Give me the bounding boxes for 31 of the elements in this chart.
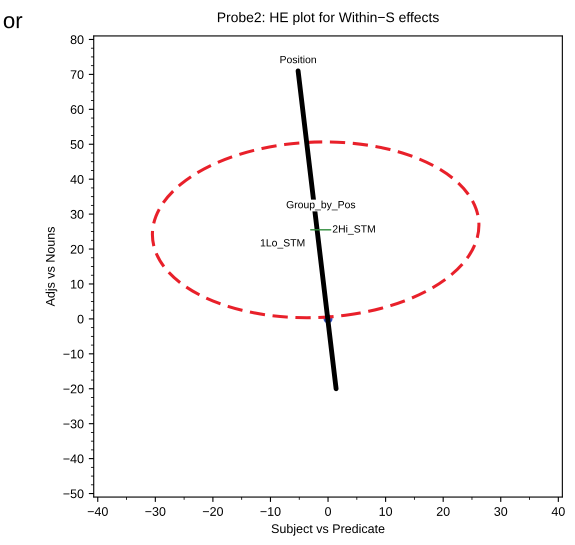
y-tick-label: −40 bbox=[63, 454, 84, 464]
annotation: 2Hi_STM bbox=[332, 224, 375, 235]
x-tick-label: −20 bbox=[202, 507, 224, 516]
x-axis-title: Subject vs Predicate bbox=[272, 524, 384, 536]
annotation: Group_by_Pos bbox=[286, 200, 356, 210]
x-tick-label: −10 bbox=[260, 507, 281, 516]
text: or bbox=[4, 16, 22, 28]
y-tick-label: 20 bbox=[70, 244, 84, 254]
y-tick-label: 40 bbox=[70, 174, 84, 184]
y-axis-title: Adjs vs Nouns bbox=[46, 227, 58, 306]
y-tick-label: −50 bbox=[63, 489, 84, 498]
annotation: Position bbox=[280, 56, 316, 64]
chart-title: Probe2: HE plot for Within−S effects bbox=[218, 12, 439, 25]
y-tick-label: 60 bbox=[70, 105, 84, 114]
x-tick-label: 10 bbox=[380, 507, 392, 516]
y-tick-label: 10 bbox=[71, 280, 84, 289]
y-tick-label: −30 bbox=[63, 419, 84, 428]
x-tick-label: 20 bbox=[436, 507, 450, 516]
y-tick-label: 0 bbox=[78, 314, 84, 324]
y-tick-label: 50 bbox=[70, 140, 84, 149]
y-tick-label: 80 bbox=[70, 35, 84, 44]
x-tick-label: 40 bbox=[552, 507, 565, 516]
y-tick-label: −10 bbox=[63, 350, 84, 358]
y-tick-label: 70 bbox=[70, 70, 84, 80]
annotation: 1Lo_STM bbox=[260, 239, 304, 248]
y-tick-label: −20 bbox=[63, 384, 84, 394]
x-tick-label: −40 bbox=[88, 507, 108, 516]
y-tick-label: 30 bbox=[70, 210, 84, 219]
x-tick-label: −30 bbox=[145, 507, 166, 516]
x-tick-label: 30 bbox=[494, 507, 508, 516]
x-tick-label: 0 bbox=[325, 507, 332, 516]
